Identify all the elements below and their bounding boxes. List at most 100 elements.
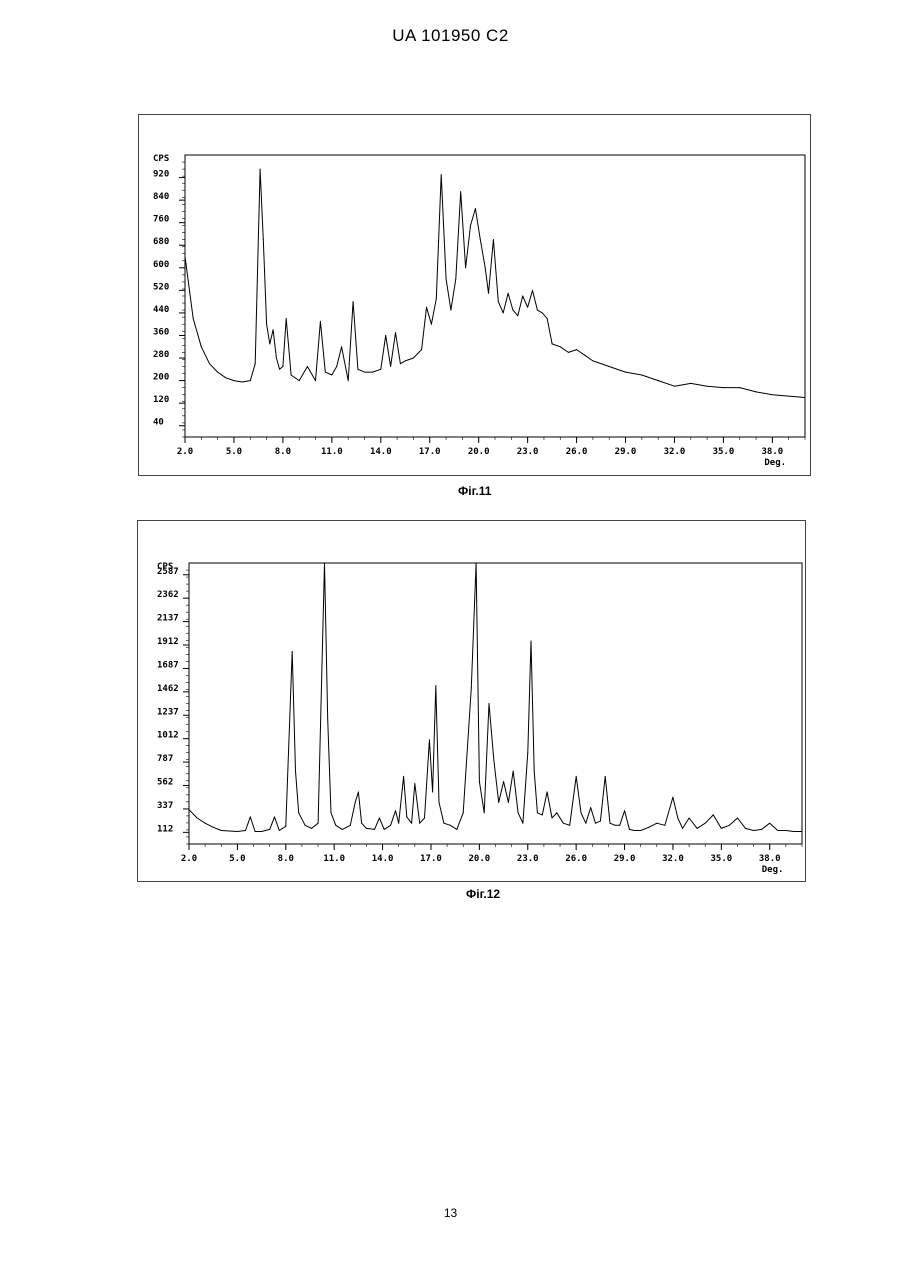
data-point	[311, 828, 312, 829]
data-point	[498, 301, 499, 302]
y-tick-label: 1012	[157, 731, 179, 741]
data-point	[542, 814, 543, 815]
figure-11-caption: Фіг.11	[458, 484, 491, 498]
y-tick-label: 840	[153, 192, 169, 202]
data-point	[366, 828, 367, 829]
data-point	[476, 563, 477, 564]
data-point	[380, 369, 381, 370]
data-point	[729, 825, 730, 826]
x-tick-label: 20.0	[469, 854, 491, 864]
data-point	[498, 802, 499, 803]
data-point	[421, 349, 422, 350]
data-point	[658, 380, 659, 381]
data-point	[269, 829, 270, 830]
data-point	[552, 343, 553, 344]
x-tick-label: 8.0	[278, 854, 294, 864]
data-point	[276, 358, 277, 359]
data-point	[263, 239, 264, 240]
data-point	[513, 771, 514, 772]
y-tick-label: 440	[153, 305, 169, 315]
y-tick-label: 40	[153, 418, 164, 428]
data-point	[769, 823, 770, 824]
data-point	[336, 366, 337, 367]
data-point	[479, 781, 480, 782]
y-tick-label: 600	[153, 260, 169, 270]
data-point	[600, 821, 601, 822]
data-point	[242, 382, 243, 383]
document-header: UA 101950 C2	[0, 26, 901, 46]
x-tick-label: 20.0	[468, 447, 490, 457]
data-point	[556, 812, 557, 813]
x-tick-label: 38.0	[762, 447, 784, 457]
plot-area	[185, 155, 805, 437]
data-point	[282, 366, 283, 367]
x-tick-label: 29.0	[614, 854, 636, 864]
figure-12-chart: CPS2587236221371912168714621237101278756…	[138, 521, 805, 881]
data-point	[547, 318, 548, 319]
data-point	[641, 375, 642, 376]
data-point	[324, 563, 325, 564]
data-point	[534, 771, 535, 772]
data-point	[350, 825, 351, 826]
data-point	[358, 792, 359, 793]
data-point	[341, 346, 342, 347]
data-point	[664, 825, 665, 826]
data-point	[327, 719, 328, 720]
x-tick-label: 35.0	[710, 854, 732, 864]
data-point	[522, 296, 523, 297]
data-point	[419, 823, 420, 824]
data-point	[414, 783, 415, 784]
data-point	[739, 387, 740, 388]
y-axis-title: CPS	[153, 154, 169, 164]
data-point	[737, 818, 738, 819]
y-tick-label: 1237	[157, 707, 179, 717]
y-tick-label: 920	[153, 170, 169, 180]
data-point	[610, 823, 611, 824]
data-point	[581, 812, 582, 813]
data-point	[624, 810, 625, 811]
y-tick-label: 1912	[157, 637, 179, 647]
data-point	[307, 366, 308, 367]
data-point	[295, 771, 296, 772]
data-point	[634, 830, 635, 831]
data-point	[485, 267, 486, 268]
data-point	[250, 380, 251, 381]
data-point	[364, 372, 365, 373]
data-point	[761, 829, 762, 830]
data-point	[439, 802, 440, 803]
data-point	[788, 396, 789, 397]
y-tick-label: 2587	[157, 567, 179, 577]
figure-12-frame: CPS2587236221371912168714621237101278756…	[137, 520, 806, 882]
data-point	[443, 823, 444, 824]
data-point	[385, 335, 386, 336]
y-tick-label: 280	[153, 350, 169, 360]
data-point	[197, 818, 198, 819]
data-point	[527, 752, 528, 753]
y-tick-label: 680	[153, 237, 169, 247]
data-point	[677, 818, 678, 819]
data-point	[424, 818, 425, 819]
data-point	[640, 830, 641, 831]
x-tick-label: 2.0	[181, 854, 197, 864]
data-point	[201, 346, 202, 347]
data-point	[503, 781, 504, 782]
data-point	[233, 380, 234, 381]
data-point	[299, 380, 300, 381]
data-point	[379, 818, 380, 819]
data-point	[785, 830, 786, 831]
data-point	[753, 830, 754, 831]
data-point	[384, 829, 385, 830]
page-number: 13	[0, 1206, 901, 1220]
data-point	[584, 355, 585, 356]
data-point	[348, 380, 349, 381]
data-point	[209, 363, 210, 364]
data-point	[537, 812, 538, 813]
x-tick-label: 32.0	[664, 447, 686, 457]
data-point	[777, 830, 778, 831]
data-point	[315, 380, 316, 381]
figure-12-caption: Фіг.12	[466, 887, 500, 901]
data-point	[189, 809, 190, 810]
data-point	[217, 372, 218, 373]
data-point	[503, 312, 504, 313]
data-point	[690, 383, 691, 384]
